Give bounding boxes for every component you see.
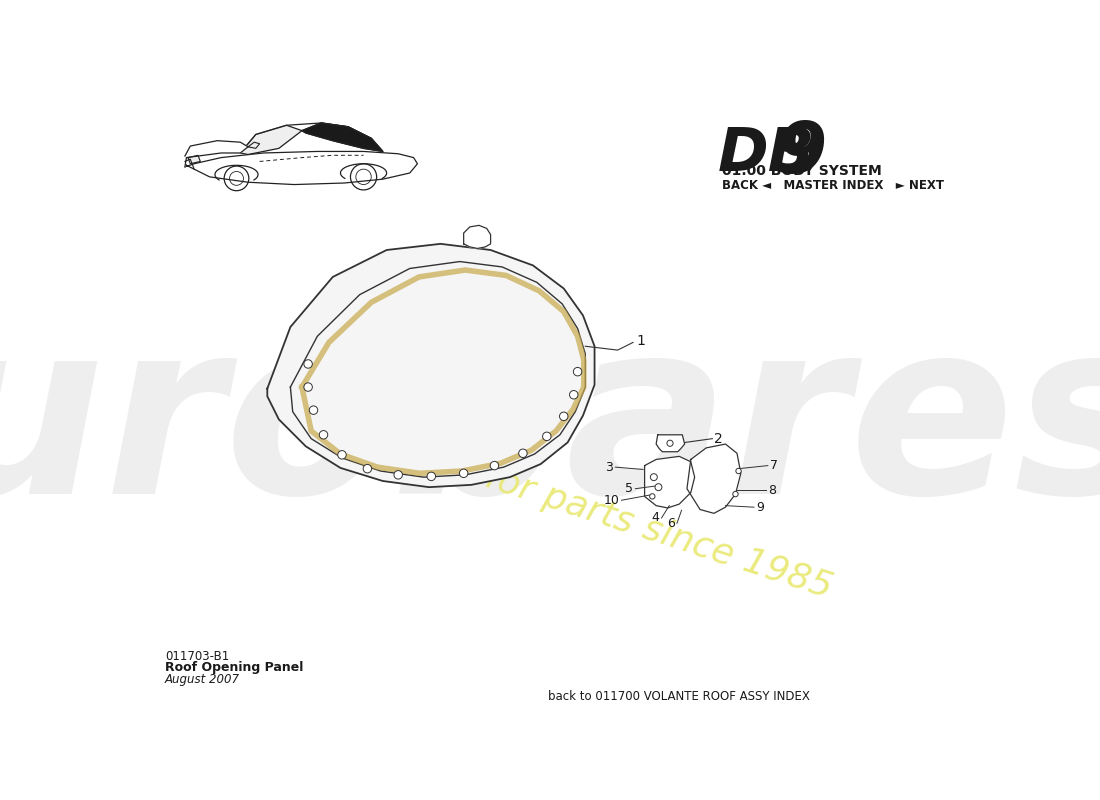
Text: 3: 3 <box>605 461 613 474</box>
Circle shape <box>570 390 578 399</box>
Text: eurobares: eurobares <box>0 309 1100 545</box>
Text: August 2007: August 2007 <box>165 674 240 686</box>
Polygon shape <box>686 444 741 514</box>
Text: 1: 1 <box>636 334 645 348</box>
Circle shape <box>560 412 568 421</box>
Circle shape <box>573 367 582 376</box>
Circle shape <box>654 484 662 490</box>
Text: 8: 8 <box>769 484 777 497</box>
Circle shape <box>338 450 346 459</box>
Text: 9: 9 <box>777 119 826 188</box>
Text: BACK ◄   MASTER INDEX   ► NEXT: BACK ◄ MASTER INDEX ► NEXT <box>722 179 944 192</box>
Circle shape <box>542 432 551 441</box>
Circle shape <box>460 469 467 478</box>
Circle shape <box>394 470 403 479</box>
Circle shape <box>650 494 654 499</box>
Circle shape <box>519 449 527 458</box>
Text: Roof Opening Panel: Roof Opening Panel <box>165 661 304 674</box>
Text: 9: 9 <box>757 501 764 514</box>
Polygon shape <box>464 226 491 249</box>
Circle shape <box>667 440 673 446</box>
Circle shape <box>491 462 498 470</box>
Circle shape <box>309 406 318 414</box>
Text: DB: DB <box>717 126 815 184</box>
Text: 2: 2 <box>714 432 723 446</box>
Text: 4: 4 <box>651 511 659 525</box>
Circle shape <box>363 465 372 473</box>
Circle shape <box>304 383 312 391</box>
Polygon shape <box>185 141 249 167</box>
Text: 10: 10 <box>603 494 619 506</box>
Text: back to 011700 VOLANTE ROOF ASSY INDEX: back to 011700 VOLANTE ROOF ASSY INDEX <box>548 690 811 703</box>
Polygon shape <box>267 244 594 487</box>
Text: 7: 7 <box>770 459 778 472</box>
Circle shape <box>427 472 436 481</box>
Polygon shape <box>188 155 200 164</box>
Text: 01.00 BODY SYSTEM: 01.00 BODY SYSTEM <box>722 164 881 178</box>
Circle shape <box>319 430 328 439</box>
Polygon shape <box>645 456 695 508</box>
Polygon shape <box>241 126 301 154</box>
Circle shape <box>304 360 312 368</box>
Polygon shape <box>656 435 684 452</box>
Circle shape <box>736 468 741 474</box>
Circle shape <box>650 474 658 481</box>
Text: 011703-B1: 011703-B1 <box>165 650 229 663</box>
Text: a passion for parts since 1985: a passion for parts since 1985 <box>307 403 836 605</box>
Text: 6: 6 <box>667 517 674 530</box>
Polygon shape <box>301 123 383 151</box>
Circle shape <box>733 491 738 497</box>
Text: 5: 5 <box>625 482 634 495</box>
